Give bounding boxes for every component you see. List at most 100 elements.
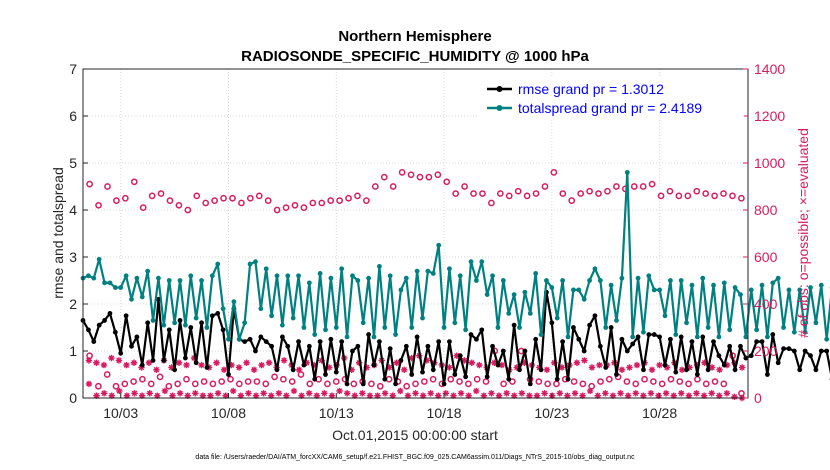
rmse-point	[689, 339, 695, 344]
rmse-point	[587, 322, 592, 328]
obs-possible-marker	[218, 378, 226, 385]
rmse-point	[711, 339, 716, 344]
totalspread-point	[824, 336, 830, 342]
totalspread-point	[705, 325, 711, 330]
rmse-point	[312, 376, 318, 382]
totalspread-point	[193, 315, 199, 321]
x-tick-label: 10/03	[103, 405, 138, 421]
totalspread-point	[791, 329, 797, 335]
obs-evaluated-marker	[93, 392, 100, 399]
rmse-point	[500, 348, 506, 354]
obs-evaluated-marker	[336, 387, 343, 395]
obs-possible-marker	[95, 201, 102, 209]
obs-possible-marker	[416, 173, 424, 181]
obs-evaluated-marker	[268, 392, 275, 399]
rmse-point	[366, 332, 372, 337]
obs-evaluated-marker	[145, 359, 153, 366]
obs-evaluated-marker	[442, 390, 450, 397]
y-right-tick-label: 600	[754, 249, 778, 265]
obs-evaluated-marker	[386, 364, 393, 371]
totalspread-point	[177, 278, 183, 283]
rmse-point	[813, 367, 819, 373]
rmse-point	[667, 336, 673, 342]
obs-evaluated-marker	[723, 390, 731, 397]
obs-evaluated-marker	[723, 361, 731, 369]
rmse-point	[134, 334, 140, 340]
totalspread-point	[382, 325, 388, 330]
rmse-point	[538, 367, 544, 373]
chart-subtitle: RADIOSONDE_SPECIFIC_HUMIDITY @ 1000 hPa	[241, 48, 589, 65]
rmse-point	[797, 367, 803, 373]
obs-evaluated-marker	[245, 390, 252, 397]
rmse-point	[258, 334, 264, 340]
rmse-point	[646, 332, 652, 337]
obs-evaluated-marker	[461, 357, 468, 364]
obs-evaluated-marker	[401, 366, 408, 373]
totalspread-point	[786, 287, 792, 293]
totalspread-point	[166, 278, 172, 283]
obs-evaluated-marker	[412, 390, 419, 397]
obs-evaluated-marker	[397, 387, 404, 395]
rmse-point	[657, 334, 663, 340]
obs-possible-marker	[684, 192, 692, 200]
obs-evaluated-marker	[366, 392, 374, 399]
rmse-point	[177, 318, 183, 323]
rmse-point	[339, 339, 345, 344]
totalspread-point	[220, 306, 226, 312]
totalspread-point	[468, 259, 474, 265]
totalspread-point	[430, 271, 436, 276]
obs-possible-marker	[595, 190, 602, 197]
totalspread-point	[139, 294, 145, 300]
x-tick-label: 10/08	[211, 405, 246, 421]
obs-evaluated-marker	[214, 390, 222, 397]
obs-evaluated-marker	[243, 359, 250, 366]
rmse-point	[791, 348, 797, 354]
totalspread-point	[129, 296, 134, 302]
totalspread-point	[797, 287, 803, 293]
obs-evaluated-marker	[192, 390, 199, 397]
legend-box	[478, 76, 744, 118]
totalspread-point	[441, 325, 447, 330]
obs-evaluated-marker	[716, 366, 723, 373]
rmse-point	[112, 329, 118, 335]
obs-possible-marker	[148, 192, 156, 200]
totalspread-point	[339, 266, 345, 272]
rmse-point	[673, 369, 679, 375]
obs-evaluated-marker	[237, 392, 245, 399]
totalspread-point	[226, 336, 231, 342]
rmse-point	[414, 334, 420, 340]
rmse-point	[441, 381, 447, 387]
totalspread-point	[765, 334, 770, 340]
rmse-point	[473, 336, 479, 342]
totalspread-point	[808, 285, 813, 290]
plot-frame	[82, 68, 749, 399]
rmse-point	[533, 336, 539, 342]
obs-evaluated-marker	[351, 392, 358, 399]
obs-evaluated-marker	[708, 364, 716, 371]
obs-possible-marker	[456, 378, 463, 385]
rmse-point	[360, 381, 366, 387]
obs-possible-marker	[535, 378, 543, 385]
obs-evaluated-marker	[154, 392, 161, 399]
totalspread-point	[317, 271, 323, 276]
obs-possible-marker	[332, 378, 340, 385]
obs-possible-marker	[579, 380, 587, 388]
rmse-point	[786, 346, 792, 352]
totalspread-point	[285, 273, 291, 279]
obs-evaluated-marker	[678, 390, 685, 397]
obs-possible-marker	[523, 192, 531, 200]
rmse-point	[123, 313, 129, 319]
obs-possible-marker	[676, 378, 684, 385]
obs-possible-marker	[658, 380, 666, 388]
totalspread-point	[522, 289, 528, 295]
obs-evaluated-marker	[655, 392, 662, 399]
totalspread-point	[544, 278, 549, 283]
obs-possible-marker	[112, 382, 120, 390]
legend-spread-label: totalspread grand pr = 2.4189	[518, 100, 702, 116]
obs-evaluated-marker	[617, 390, 624, 397]
obs-evaluated-marker	[551, 359, 558, 366]
rmse-point	[527, 381, 533, 387]
obs-evaluated-marker	[596, 361, 603, 369]
x-tick-label: 10/28	[642, 405, 677, 421]
obs-possible-marker	[693, 187, 701, 195]
